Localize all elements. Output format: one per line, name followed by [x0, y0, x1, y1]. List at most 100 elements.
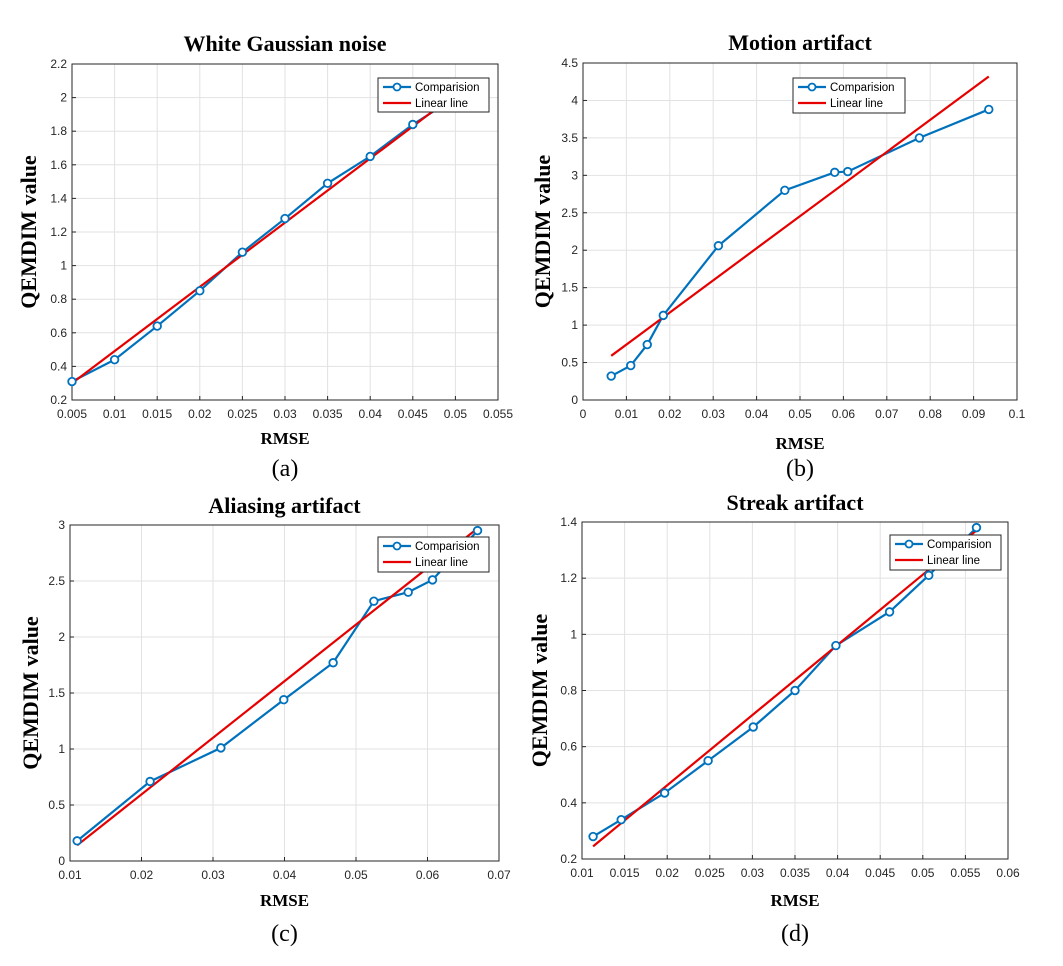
- x-tick-label: 0.04: [359, 407, 383, 421]
- x-tick-label: 0.04: [745, 407, 769, 421]
- x-tick-label: 0.1: [1009, 407, 1026, 421]
- data-point-comparision: [780, 185, 790, 196]
- legend-label-comparision: Comparision: [927, 539, 992, 551]
- y-tick-label: 4: [571, 93, 578, 107]
- data-point-comparision: [403, 587, 413, 597]
- data-point-comparision: [216, 743, 226, 753]
- data-point-comparision: [924, 570, 934, 581]
- y-tick-label: 0.6: [50, 326, 67, 340]
- legend-label-comparision: Comparision: [415, 541, 480, 553]
- x-tick-label: 0.025: [695, 866, 725, 880]
- data-point-comparision: [145, 776, 155, 787]
- legend: Comparision Linear line: [792, 77, 906, 114]
- y-tick-label: 0: [58, 854, 65, 868]
- data-point-comparision: [748, 722, 758, 732]
- legend-marker-comparision: [392, 541, 402, 551]
- x-tick-label: 0.045: [398, 407, 428, 421]
- series-line-linear: [71, 93, 457, 385]
- legend: Comparision Linear line: [377, 536, 490, 573]
- y-tick-label: 0.4: [560, 796, 577, 810]
- x-tick-label: 0: [580, 407, 587, 421]
- x-tick-label: 0.02: [130, 868, 154, 882]
- x-tick-label: 0.025: [227, 407, 257, 421]
- chart-panel-3: 0.01 0.02 0.03 0.04 0.05 0.06 0.07 0 0.5 1 1.5 2 2.5…: [18, 493, 511, 947]
- series-line-linear: [76, 527, 479, 847]
- series-line-linear: [592, 529, 978, 848]
- data-point-comparision: [713, 241, 724, 251]
- x-tick-label: 0.06: [996, 866, 1020, 880]
- data-point-comparision: [616, 814, 626, 825]
- data-point-comparision: [328, 658, 338, 668]
- legend-label-linear: Linear line: [927, 555, 980, 567]
- data-point-comparision: [606, 371, 616, 381]
- chart-title: White Gaussian noise: [184, 31, 387, 56]
- data-point-comparision: [280, 213, 290, 224]
- legend: Comparision Linear line: [377, 77, 490, 113]
- y-tick-label: 1.8: [50, 124, 67, 138]
- x-tick-label: 0.02: [656, 866, 680, 880]
- series-group: [72, 525, 483, 847]
- y-tick-label: 1.2: [50, 225, 67, 239]
- x-axis-label: RMSE: [775, 434, 824, 453]
- y-tick-label: 0.8: [560, 684, 577, 698]
- data-point-comparision: [279, 695, 289, 705]
- y-tick-label: 0.8: [50, 292, 67, 306]
- y-tick-label: 2.2: [50, 57, 67, 71]
- data-point-comparision: [67, 376, 77, 387]
- data-point-comparision: [658, 310, 668, 321]
- y-tick-label: 2.5: [561, 206, 578, 220]
- data-point-comparision: [914, 133, 925, 143]
- x-tick-label: 0.01: [570, 866, 594, 880]
- series-line-linear: [610, 75, 990, 357]
- x-tick-label: 0.09: [962, 407, 986, 421]
- x-tick-label: 0.03: [273, 407, 297, 421]
- y-tick-label: 1: [571, 318, 578, 332]
- y-tick-label: 0.5: [48, 798, 65, 812]
- panel-caption: (a): [272, 456, 299, 482]
- x-tick-label: 0.05: [788, 407, 812, 421]
- y-axis-label: QEMDIM value: [527, 614, 552, 768]
- data-point-comparision: [237, 247, 248, 257]
- y-tick-label: 0.4: [50, 359, 67, 373]
- y-tick-label: 3: [58, 518, 65, 532]
- series-group: [67, 92, 461, 387]
- legend-label-linear: Linear line: [415, 98, 468, 110]
- chart-title: Motion artifact: [728, 30, 872, 55]
- x-tick-label: 0.015: [610, 866, 640, 880]
- data-point-comparision: [984, 104, 994, 115]
- panel-caption: (b): [786, 456, 814, 482]
- y-tick-label: 1: [570, 627, 577, 641]
- y-tick-label: 1.6: [50, 158, 67, 172]
- y-tick-label: 2: [58, 630, 65, 644]
- series-group: [606, 75, 994, 381]
- legend-label-linear: Linear line: [830, 98, 883, 110]
- x-tick-label: 0.04: [826, 866, 850, 880]
- series-line-comparision: [71, 96, 456, 383]
- y-tick-label: 1.4: [560, 515, 577, 529]
- legend-marker-comparision: [904, 539, 914, 549]
- data-point-comparision: [365, 151, 375, 162]
- panel-caption: (d): [781, 921, 809, 947]
- x-tick-label: 0.05: [444, 407, 468, 421]
- y-tick-label: 0.2: [50, 393, 67, 407]
- data-point-comparision: [152, 321, 162, 331]
- data-point-comparision: [831, 640, 841, 651]
- data-point-comparision: [109, 354, 120, 365]
- y-tick-label: 2: [60, 91, 67, 105]
- y-tick-label: 0.6: [560, 740, 577, 754]
- y-tick-label: 0.5: [561, 356, 578, 370]
- x-tick-label: 0.06: [832, 407, 856, 421]
- y-tick-label: 1.2: [560, 571, 577, 585]
- legend: Comparision Linear line: [889, 534, 1002, 571]
- x-tick-label: 0.07: [875, 407, 899, 421]
- x-tick-label: 0.02: [658, 407, 682, 421]
- data-point-comparision: [588, 831, 598, 842]
- data-point-comparision: [322, 178, 333, 188]
- x-tick-label: 0.03: [702, 407, 726, 421]
- legend-label-comparision: Comparision: [830, 82, 895, 94]
- y-tick-label: 0.2: [560, 852, 577, 866]
- y-tick-label: 3: [571, 168, 578, 182]
- x-tick-label: 0.055: [483, 407, 513, 421]
- legend-marker-comparision: [807, 82, 817, 92]
- panel-caption: (c): [271, 921, 298, 947]
